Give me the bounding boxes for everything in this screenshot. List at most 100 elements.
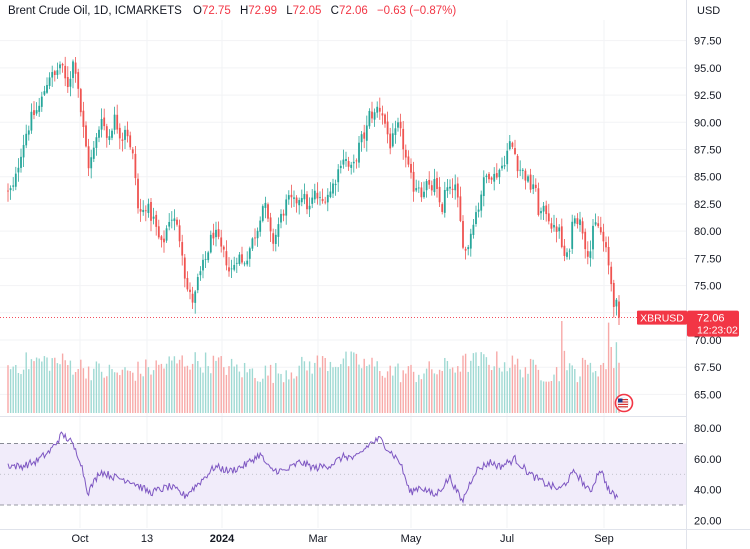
- candle-body: [464, 248, 467, 251]
- candle-body: [56, 70, 59, 75]
- candle-body: [137, 178, 139, 209]
- chart-legend: Brent Crude Oil, 1D, ICMARKETS O72.75 H7…: [8, 5, 456, 17]
- price-axis[interactable]: 65.00 67.50 70.00 75.00 77.50 80.00 82.50 85.00…: [694, 36, 722, 528]
- volume-bar: [111, 369, 113, 413]
- candle-body: [230, 268, 233, 270]
- candle-body: [563, 245, 566, 256]
- volume-bar: [69, 360, 72, 413]
- candle-body: [204, 259, 207, 260]
- volume-bar: [80, 359, 82, 413]
- volume-bar: [574, 368, 576, 413]
- high-value: 72.99: [248, 5, 278, 17]
- volume-bar: [334, 366, 337, 413]
- candle-body: [420, 187, 423, 198]
- candle-body: [417, 187, 420, 189]
- volume-bar: [38, 358, 40, 413]
- time-tick-label: Jul: [500, 533, 514, 545]
- candle-body: [347, 161, 350, 167]
- volume-bar: [168, 356, 170, 413]
- candle-body: [196, 277, 199, 291]
- candle-body: [238, 254, 241, 264]
- volume-bar: [137, 361, 139, 413]
- candle-body: [415, 188, 418, 191]
- volume-bar: [477, 365, 480, 413]
- volume-bar: [553, 374, 555, 413]
- currency-label[interactable]: USD: [697, 5, 721, 17]
- candle-body: [579, 219, 581, 226]
- candle-body: [40, 96, 43, 107]
- candle-body: [87, 146, 90, 169]
- candle-body: [267, 204, 269, 219]
- volume-bar: [600, 364, 602, 413]
- volume-bar: [392, 375, 394, 413]
- volume-bar: [233, 366, 235, 413]
- candle-body: [428, 179, 431, 185]
- volume-bar: [467, 371, 469, 413]
- volume-bar: [64, 360, 66, 413]
- candle-body: [425, 181, 428, 191]
- candle-body: [498, 169, 501, 178]
- candle-body: [566, 252, 568, 257]
- candle-body: [573, 218, 576, 224]
- volume-bar: [48, 370, 51, 413]
- candle-body: [189, 289, 191, 293]
- candle-body: [462, 221, 464, 248]
- candle-body: [66, 77, 69, 88]
- volume-bar: [163, 368, 165, 413]
- candle-body: [152, 216, 155, 219]
- candle-body: [495, 173, 498, 178]
- volume-bar: [555, 367, 558, 413]
- volume-bar: [605, 369, 607, 413]
- volume-bar: [511, 355, 514, 413]
- volume-bar: [462, 355, 464, 413]
- volume-bar: [363, 358, 365, 413]
- volume-bar: [311, 373, 313, 413]
- volume-bar: [438, 369, 441, 413]
- volume-bar: [293, 378, 295, 413]
- us-flag-icon[interactable]: [614, 393, 634, 413]
- volume-bar: [197, 361, 199, 413]
- candle-body: [459, 196, 462, 221]
- volume-bar: [493, 366, 495, 413]
- candle-body: [282, 213, 285, 216]
- candle-body: [469, 233, 472, 249]
- candle-body: [150, 202, 152, 221]
- close-label: C: [330, 5, 339, 17]
- volume-bar: [420, 379, 423, 413]
- volume-bar: [615, 342, 618, 413]
- candle-body: [493, 173, 496, 182]
- volume-bar: [173, 356, 176, 413]
- candle-body: [602, 231, 605, 242]
- volume-bar: [17, 372, 20, 413]
- price-badge: [687, 310, 739, 337]
- candle-body: [306, 194, 308, 210]
- candle-body: [345, 158, 347, 161]
- volume-bar: [522, 377, 524, 413]
- volume-bar: [535, 364, 537, 413]
- candle-body: [360, 134, 363, 143]
- candle-body: [332, 183, 334, 194]
- candle-body: [176, 219, 178, 225]
- candle-body: [108, 136, 111, 141]
- volume-bar: [259, 381, 261, 413]
- candle-body: [568, 250, 571, 252]
- volume-bar: [407, 366, 410, 413]
- volume-bar: [207, 366, 209, 413]
- candle-body: [576, 218, 579, 225]
- candle-body: [607, 246, 610, 266]
- candle-body: [615, 299, 618, 307]
- volume-bar: [249, 368, 251, 413]
- time-axis[interactable]: Oct 13 2024 Mar May Jul Sep: [71, 533, 613, 545]
- volume-bar: [119, 375, 121, 413]
- volume-bar: [316, 355, 319, 413]
- volume-bar: [610, 347, 612, 413]
- volume-bar: [399, 382, 402, 413]
- volume-bar: [428, 361, 430, 413]
- candle-body: [121, 139, 124, 141]
- volume-bar: [423, 373, 425, 413]
- candle-body: [558, 227, 561, 232]
- volume-bar: [381, 375, 384, 413]
- candle-body: [12, 185, 15, 187]
- candle-body: [540, 211, 542, 214]
